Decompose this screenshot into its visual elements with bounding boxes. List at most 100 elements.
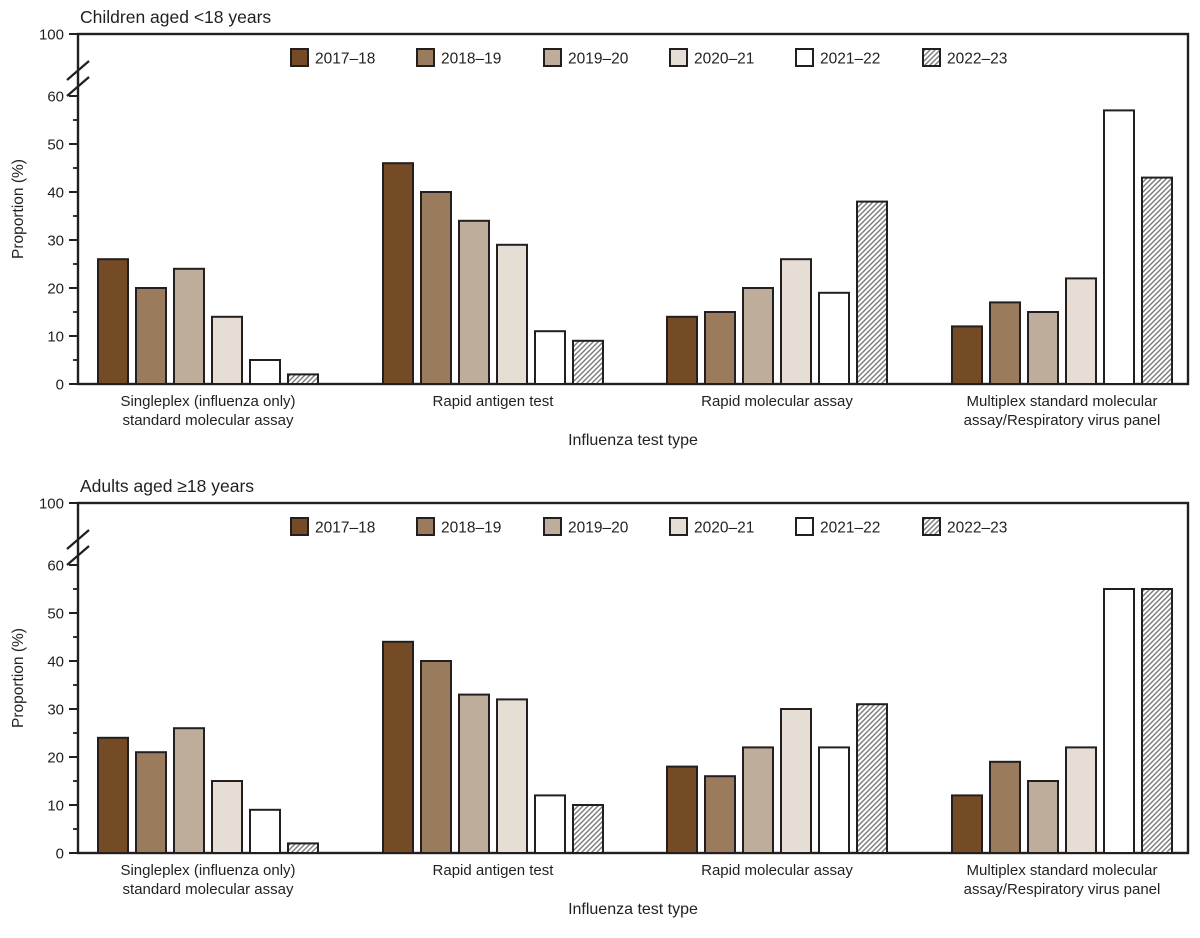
- y-axis-title-adults: Proportion (%): [10, 628, 27, 728]
- legend-label: 2021–22: [820, 51, 880, 68]
- bar-adults-season-2-group-2: [420, 660, 452, 854]
- bar-adults-season-4-group-3: [780, 708, 812, 854]
- x-category-label: Singleplex (influenza only): [120, 862, 295, 879]
- legend-swatch: [290, 517, 309, 536]
- panel-title-adults: Adults aged ≥18 years: [80, 476, 255, 496]
- bar-adults-season-3-group-2: [458, 693, 490, 854]
- legend-label: 2019–20: [568, 520, 629, 537]
- y-tick-label: 20: [47, 281, 64, 298]
- legend-label: 2020–21: [694, 51, 754, 68]
- bar-children-season-4-group-2: [496, 243, 528, 385]
- bar-adults-season-6-group-1: [287, 842, 319, 854]
- legend-swatch: [795, 517, 814, 536]
- bar-children-season-5-group-1: [249, 359, 281, 385]
- x-category-label: Rapid molecular assay: [701, 862, 853, 879]
- bar-adults-season-6-group-2: [572, 804, 604, 854]
- legend-swatch: [922, 48, 941, 67]
- panel-children: 0 10 20 30 40 50 60 100 Singleplex (influenza on…: [10, 7, 1190, 449]
- y-tick-label: 50: [47, 606, 64, 623]
- bar-adults-season-1-group-4: [951, 794, 983, 854]
- x-category-label: standard molecular assay: [123, 412, 294, 429]
- bar-children-season-4-group-3: [780, 258, 812, 386]
- bar-adults-season-5-group-4: [1103, 588, 1135, 854]
- bar-children-season-5-group-2: [534, 330, 566, 386]
- legend-swatch: [669, 48, 688, 67]
- axis-break-mark: [66, 545, 90, 566]
- y-tick-label: 30: [47, 233, 64, 250]
- x-category-label: assay/Respiratory virus panel: [964, 412, 1161, 429]
- x-category-label: Multiplex standard molecular: [967, 393, 1158, 410]
- bar-adults-season-6-group-4: [1141, 588, 1173, 854]
- y-tick-label: 10: [47, 798, 64, 815]
- bar-adults-season-4-group-4: [1065, 746, 1097, 854]
- legend-swatch: [543, 517, 562, 536]
- bar-children-season-4-group-4: [1065, 277, 1097, 385]
- bar-adults-season-2-group-4: [989, 760, 1021, 854]
- bar-adults-season-6-group-3: [856, 703, 888, 854]
- legend-label: 2021–22: [820, 520, 880, 537]
- bar-adults-season-1-group-1: [97, 736, 129, 854]
- bar-children-season-1-group-2: [382, 162, 414, 385]
- bar-adults-season-2-group-3: [704, 775, 736, 855]
- children-chart: 0 10 20 30 40 50 60 100 Singleplex (influenza on…: [39, 27, 1190, 429]
- bar-children-season-1-group-3: [666, 315, 698, 385]
- bar-children-season-6-group-1: [287, 373, 319, 385]
- y-tick-label: 0: [56, 846, 64, 863]
- y-tick-label: 40: [47, 654, 64, 671]
- legend-swatch: [416, 48, 435, 67]
- bar-adults-season-3-group-4: [1027, 780, 1059, 854]
- bar-adults-season-3-group-1: [173, 727, 205, 855]
- legend-swatch: [290, 48, 309, 67]
- legend-label: 2022–23: [947, 520, 1007, 537]
- bar-adults-season-2-group-1: [135, 751, 167, 855]
- bar-children-season-6-group-3: [856, 200, 888, 385]
- bar-children-season-1-group-4: [951, 325, 983, 385]
- y-tick-label: 60: [47, 558, 64, 575]
- bar-adults-season-1-group-2: [382, 640, 414, 854]
- x-category-label: assay/Respiratory virus panel: [964, 881, 1161, 898]
- legend-swatch: [543, 48, 562, 67]
- x-category-label: Multiplex standard molecular: [967, 862, 1158, 879]
- bar-children-season-5-group-4: [1103, 109, 1135, 386]
- legend-label: 2020–21: [694, 520, 754, 537]
- bar-children-season-5-group-3: [818, 291, 850, 385]
- legend-label: 2019–20: [568, 51, 629, 68]
- bar-children-season-3-group-4: [1027, 311, 1059, 385]
- panel-title-children: Children aged <18 years: [80, 7, 272, 27]
- x-category-label: standard molecular assay: [123, 881, 294, 898]
- x-axis-title-children: Influenza test type: [568, 432, 698, 449]
- bar-adults-season-4-group-1: [211, 780, 243, 854]
- legend-swatch: [922, 517, 941, 536]
- legend-swatch: [795, 48, 814, 67]
- bar-children-season-3-group-2: [458, 219, 490, 385]
- legend-label: 2018–19: [441, 51, 501, 68]
- y-tick-label: 20: [47, 750, 64, 767]
- plot-frame: [76, 501, 1190, 855]
- bar-adults-season-4-group-2: [496, 698, 528, 854]
- legend-swatch: [669, 517, 688, 536]
- y-axis-title-children: Proportion (%): [10, 159, 27, 259]
- y-tick-label: 40: [47, 185, 64, 202]
- y-tick-label: 30: [47, 702, 64, 719]
- y-tick-label: 100: [39, 27, 64, 44]
- axis-break-mark: [66, 529, 90, 550]
- x-category-label: Rapid antigen test: [433, 862, 555, 879]
- legend-label: 2017–18: [315, 51, 375, 68]
- adults-chart: 0 10 20 30 40 50 60 100 Singleplex (influenza on…: [39, 496, 1190, 898]
- plot-frame: [76, 32, 1190, 386]
- legend-swatch: [416, 517, 435, 536]
- x-category-label: Rapid antigen test: [433, 393, 555, 410]
- bar-children-season-3-group-3: [742, 287, 774, 385]
- y-tick-label: 50: [47, 137, 64, 154]
- bar-children-season-1-group-1: [97, 258, 129, 386]
- y-tick-label: 0: [56, 377, 64, 394]
- bar-children-season-6-group-4: [1141, 176, 1173, 385]
- axis-break-mark: [66, 60, 90, 81]
- y-tick-label: 10: [47, 329, 64, 346]
- bar-adults-season-5-group-1: [249, 808, 281, 854]
- bar-children-season-2-group-1: [135, 287, 167, 385]
- legend-label: 2017–18: [315, 520, 375, 537]
- bar-children-season-3-group-1: [173, 267, 205, 385]
- bar-children-season-4-group-1: [211, 315, 243, 385]
- x-category-label: Rapid molecular assay: [701, 393, 853, 410]
